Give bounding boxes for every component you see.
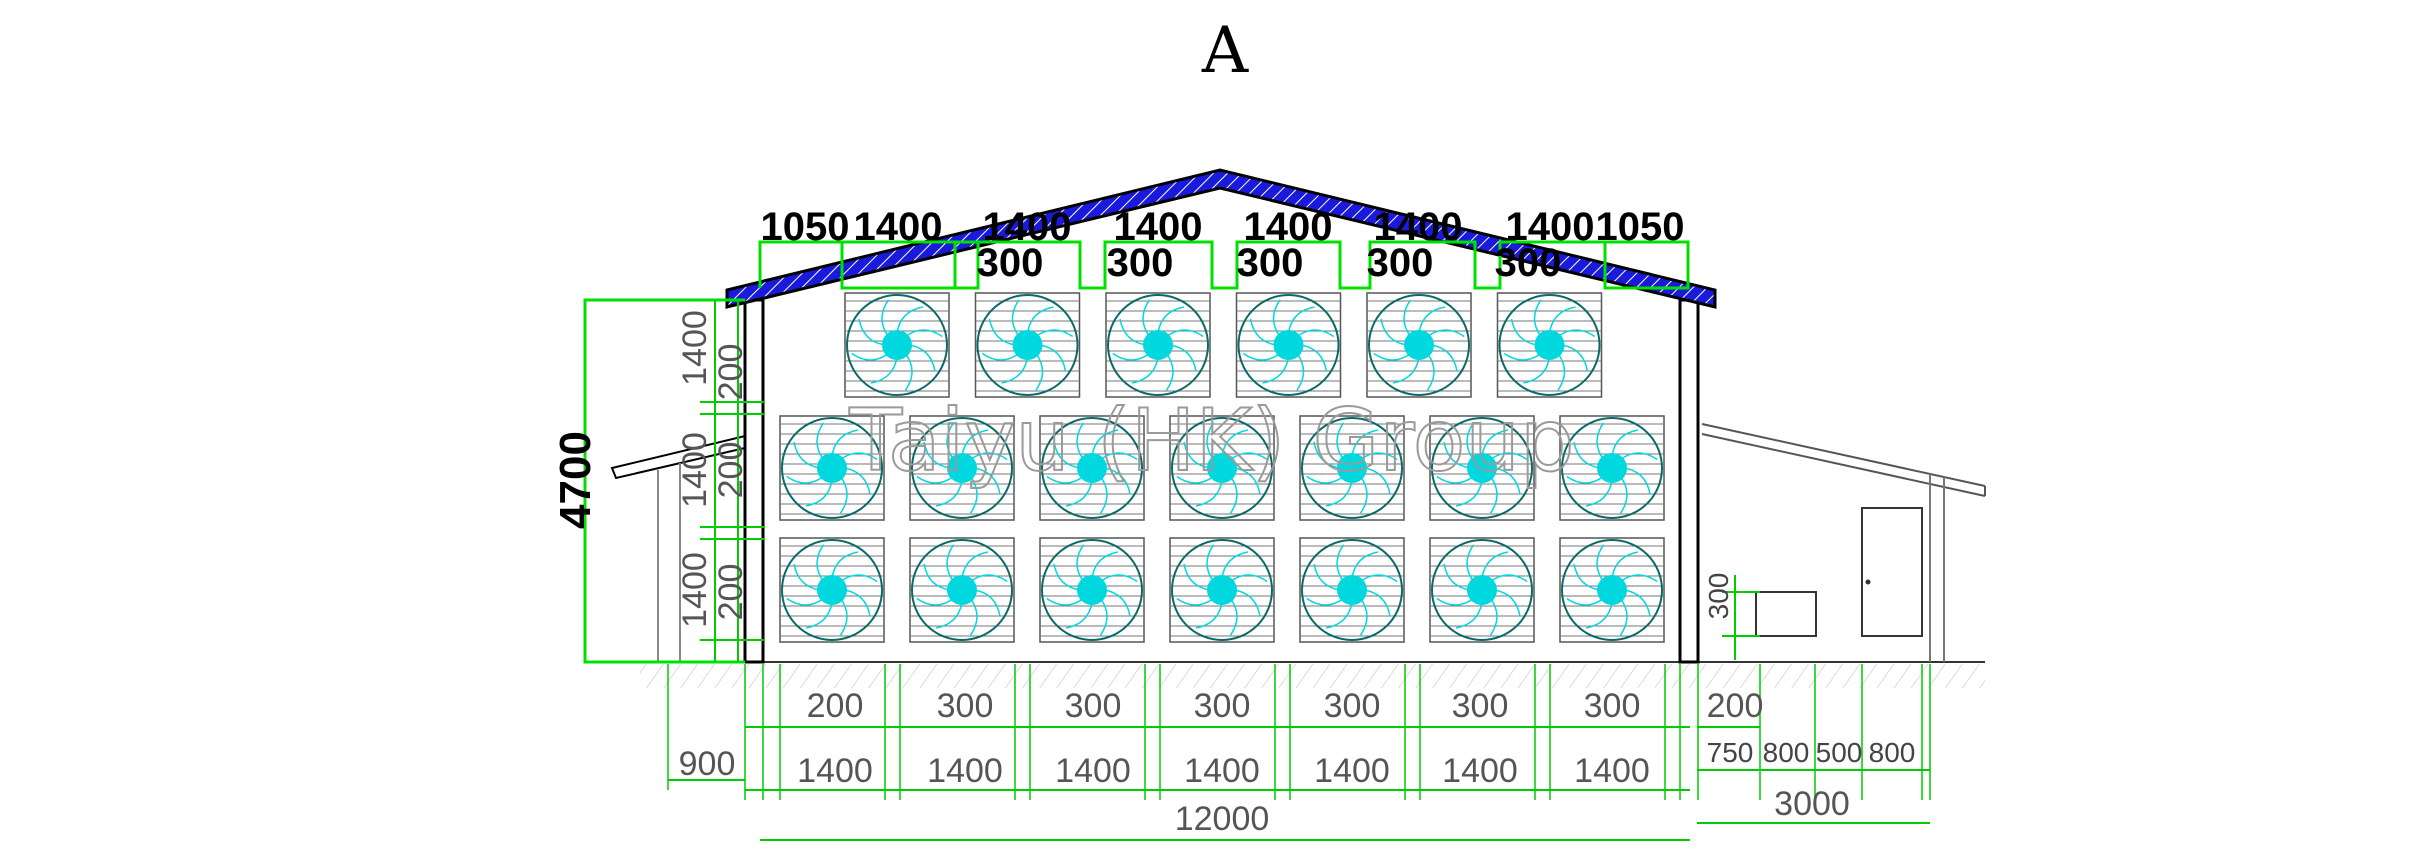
bottom-fan-width-7: 1400 bbox=[1574, 752, 1650, 790]
top-dim-5: 1400 bbox=[1244, 205, 1333, 249]
exhaust-fan bbox=[974, 292, 1081, 398]
exhaust-fan bbox=[1559, 415, 1665, 521]
bottom-fan-width-5: 1400 bbox=[1314, 752, 1390, 790]
bottom-gap-5: 300 bbox=[1324, 687, 1381, 725]
exhaust-fan bbox=[909, 537, 1015, 643]
fan-array bbox=[779, 292, 1665, 643]
exhaust-fan bbox=[1299, 537, 1405, 643]
bottom-fan-width-3: 1400 bbox=[1055, 752, 1131, 790]
watermark: Taiyu (HK) Group bbox=[849, 391, 1575, 491]
right-annex-total-label: 3000 bbox=[1774, 785, 1850, 823]
bottom-gap-3: 300 bbox=[1065, 687, 1122, 725]
right-annex-part-2: 800 bbox=[1763, 737, 1810, 768]
top-dimension-labels: 1050 1400 1400 1400 1400 1400 1400 1050 … bbox=[761, 205, 1685, 285]
top-gap-2: 300 bbox=[1107, 241, 1174, 285]
roof bbox=[725, 168, 1717, 309]
top-gap-5: 300 bbox=[1495, 241, 1562, 285]
bottom-gap-8: 200 bbox=[1707, 687, 1764, 725]
left-gap-1: 200 bbox=[712, 344, 750, 401]
top-dim-6: 1400 bbox=[1374, 205, 1463, 249]
bottom-fan-width-1: 1400 bbox=[797, 752, 873, 790]
exhaust-fan bbox=[1429, 537, 1535, 643]
exhaust-fan bbox=[779, 537, 885, 643]
right-annex-part-1: 750 bbox=[1707, 737, 1754, 768]
exhaust-fan bbox=[1039, 415, 1145, 521]
box-height-label: 300 bbox=[1703, 573, 1734, 620]
exhaust-fan bbox=[1366, 292, 1472, 398]
exhaust-fan bbox=[1105, 292, 1211, 398]
exhaust-fan bbox=[1559, 537, 1665, 643]
bottom-gap-1: 200 bbox=[807, 687, 864, 725]
annex-box bbox=[1755, 591, 1817, 637]
right-annex bbox=[1701, 423, 1986, 662]
exhaust-fan bbox=[844, 292, 950, 398]
exhaust-fan bbox=[909, 415, 1015, 521]
top-dim-1: 1050 bbox=[761, 205, 850, 249]
left-gap-2: 200 bbox=[712, 442, 750, 499]
right-annex-part-3: 500 bbox=[1816, 737, 1863, 768]
top-gap-1: 300 bbox=[977, 241, 1044, 285]
bottom-fan-width-2: 1400 bbox=[927, 752, 1003, 790]
top-dim-2: 1400 bbox=[854, 205, 943, 249]
left-annex-width: 900 bbox=[679, 745, 736, 783]
exhaust-fan bbox=[1169, 537, 1275, 643]
bottom-gap-2: 300 bbox=[937, 687, 994, 725]
exhaust-fan bbox=[1235, 292, 1342, 398]
left-gap-3: 200 bbox=[712, 564, 750, 621]
top-dim-3: 1400 bbox=[983, 205, 1072, 249]
door-knob bbox=[1865, 579, 1871, 585]
drawing-title: A bbox=[1201, 14, 1249, 88]
bottom-dimensions: 200 300 300 300 300 300 300 200 1400 140… bbox=[667, 664, 1931, 841]
bottom-gap-7: 300 bbox=[1584, 687, 1641, 725]
right-annex-part-4: 800 bbox=[1869, 737, 1916, 768]
exhaust-fan bbox=[1429, 415, 1535, 521]
overall-height-label: 4700 bbox=[551, 431, 600, 529]
left-dimensions: 4700 1400 1400 1400 200 200 200 bbox=[551, 298, 765, 664]
bottom-gap-6: 300 bbox=[1452, 687, 1509, 725]
exhaust-fan bbox=[1169, 415, 1275, 521]
exhaust-fan bbox=[1299, 415, 1405, 521]
top-gap-4: 300 bbox=[1367, 241, 1434, 285]
exhaust-fan bbox=[1496, 292, 1603, 398]
right-box-dimension: 300 bbox=[1703, 573, 1760, 660]
bottom-gap-4: 300 bbox=[1194, 687, 1251, 725]
top-dim-8: 1050 bbox=[1596, 205, 1685, 249]
top-dim-7: 1400 bbox=[1506, 205, 1595, 249]
left-fan-height-2: 1400 bbox=[676, 432, 714, 508]
left-fan-height-1: 1400 bbox=[676, 310, 714, 386]
exhaust-fan bbox=[779, 415, 885, 521]
bottom-fan-width-6: 1400 bbox=[1442, 752, 1518, 790]
annex-door bbox=[1861, 507, 1923, 637]
top-dim-4: 1400 bbox=[1114, 205, 1203, 249]
left-fan-height-3: 1400 bbox=[676, 552, 714, 628]
top-gap-3: 300 bbox=[1237, 241, 1304, 285]
top-dimension-frame bbox=[758, 240, 1690, 290]
exhaust-fan bbox=[1039, 537, 1145, 643]
ground bbox=[640, 661, 1985, 688]
bottom-fan-width-4: 1400 bbox=[1184, 752, 1260, 790]
total-width-label: 12000 bbox=[1175, 800, 1270, 838]
